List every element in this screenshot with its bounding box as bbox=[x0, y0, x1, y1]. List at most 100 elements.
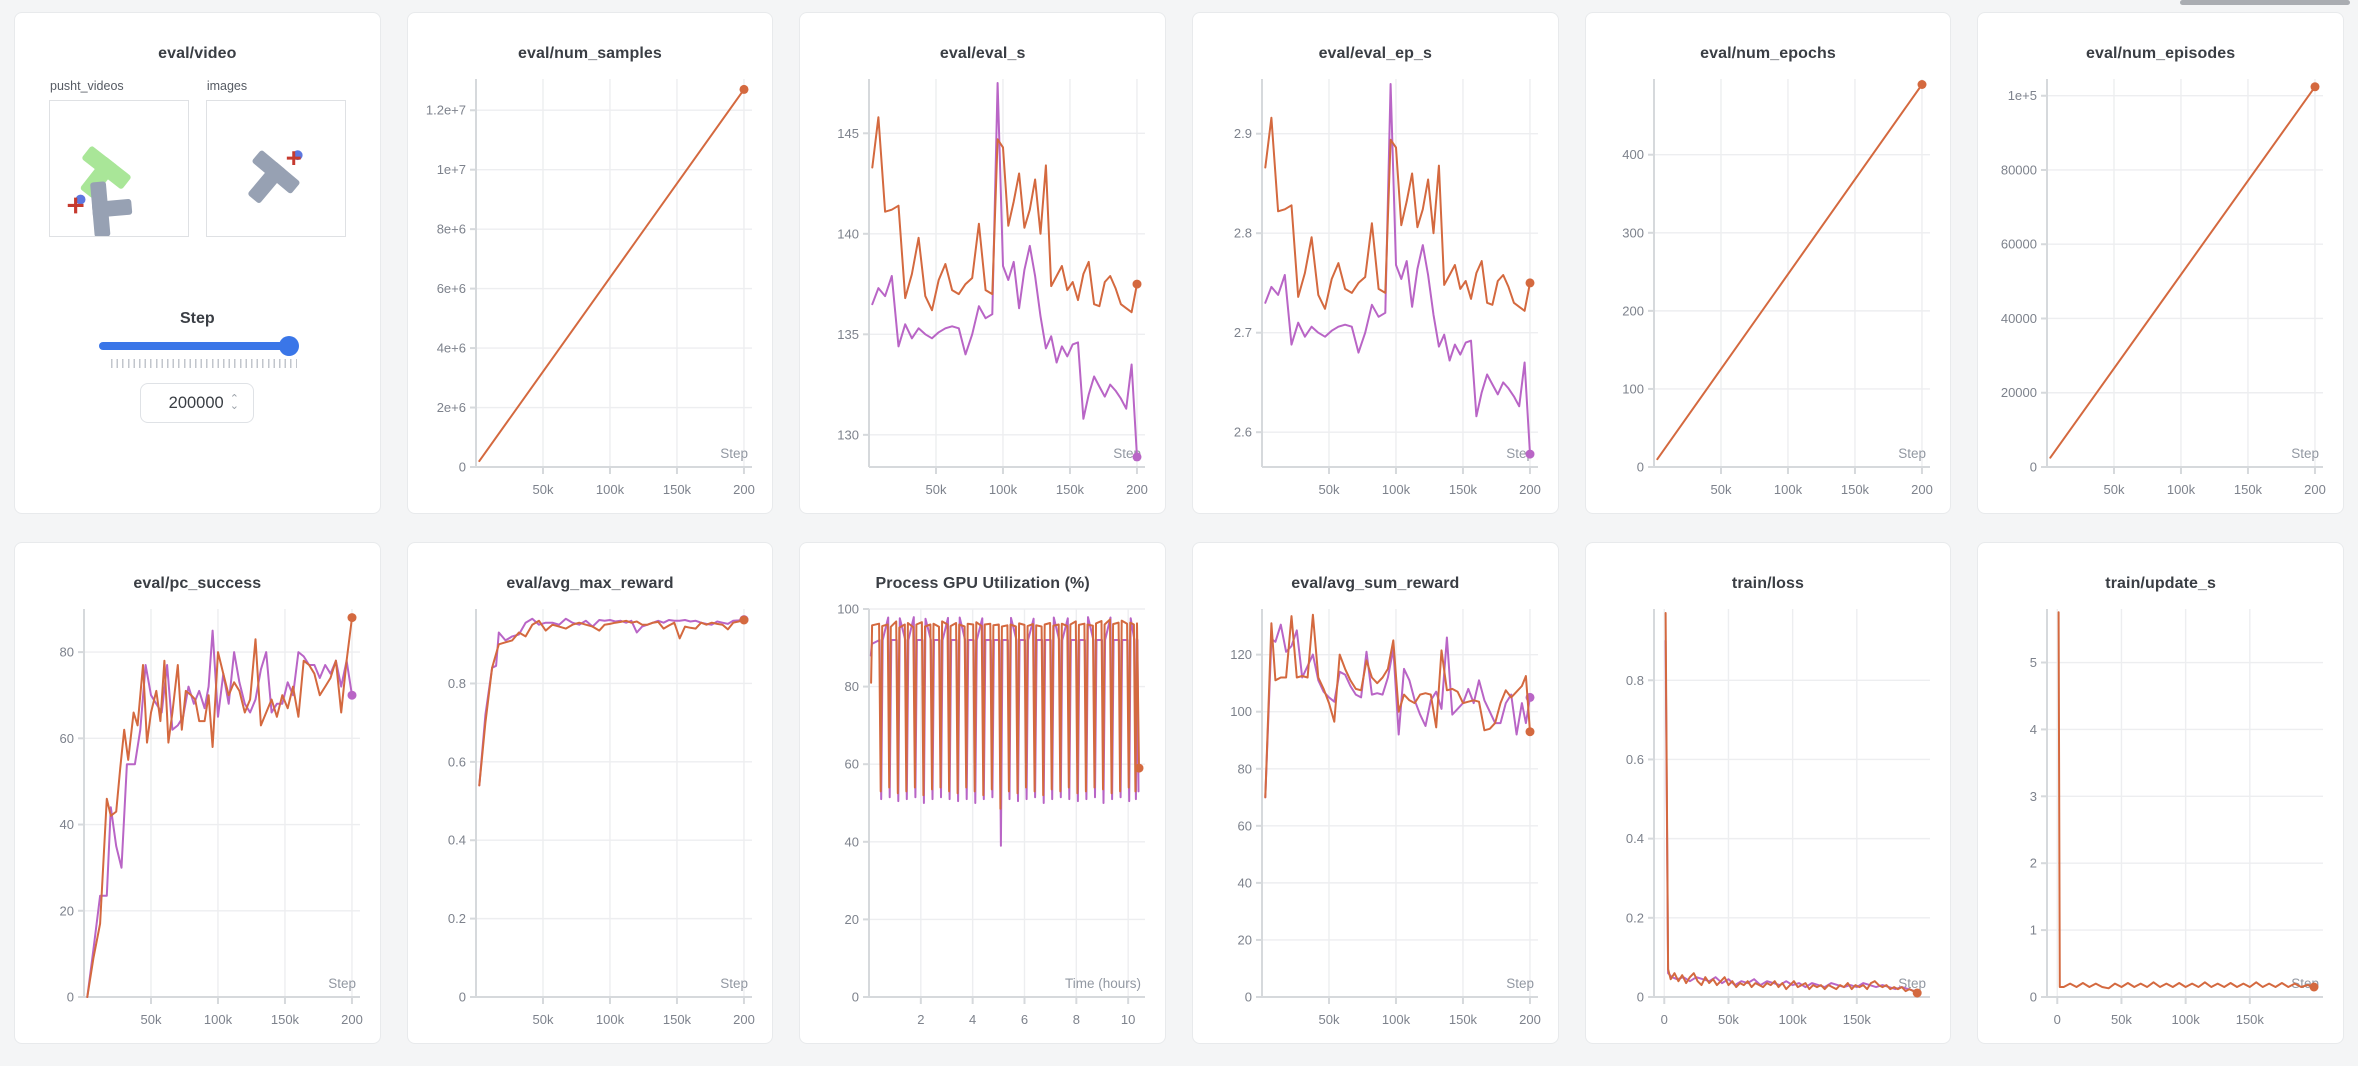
svg-text:140: 140 bbox=[837, 226, 859, 241]
step-input-box: ⌃ ⌄ bbox=[140, 383, 255, 423]
svg-text:120: 120 bbox=[1230, 647, 1252, 662]
svg-text:6: 6 bbox=[1021, 1012, 1028, 1027]
svg-text:Step: Step bbox=[2291, 446, 2319, 461]
svg-text:150k: 150k bbox=[1449, 482, 1478, 497]
step-stepper[interactable]: ⌃ ⌄ bbox=[229, 393, 239, 412]
svg-text:60: 60 bbox=[845, 757, 859, 772]
svg-text:20: 20 bbox=[59, 903, 73, 918]
goal-cross bbox=[286, 151, 301, 166]
step-slider[interactable] bbox=[99, 336, 300, 356]
svg-text:80: 80 bbox=[59, 645, 73, 660]
svg-text:20: 20 bbox=[845, 912, 859, 927]
images-thumbnail[interactable] bbox=[205, 100, 346, 237]
gray-block-t-shape bbox=[90, 181, 133, 238]
svg-text:4: 4 bbox=[969, 1012, 976, 1027]
svg-text:1: 1 bbox=[2030, 923, 2037, 938]
chart-title: eval/pc_success bbox=[133, 575, 262, 592]
svg-text:10: 10 bbox=[1121, 1012, 1135, 1027]
svg-text:2e+6: 2e+6 bbox=[437, 400, 466, 415]
svg-text:200: 200 bbox=[734, 482, 756, 497]
svg-text:0.4: 0.4 bbox=[1626, 831, 1644, 846]
svg-text:60000: 60000 bbox=[2001, 237, 2037, 252]
svg-text:400: 400 bbox=[1623, 147, 1645, 162]
svg-text:200: 200 bbox=[341, 1012, 363, 1027]
step-slider-ruler-ticks bbox=[111, 359, 297, 368]
svg-text:100k: 100k bbox=[596, 482, 625, 497]
step-up-icon[interactable]: ⌃ bbox=[229, 393, 239, 405]
step-input[interactable] bbox=[155, 392, 226, 414]
svg-text:20: 20 bbox=[1237, 932, 1251, 947]
panel-title: eval/video bbox=[158, 45, 237, 62]
svg-text:200: 200 bbox=[1519, 482, 1541, 497]
svg-text:3: 3 bbox=[2030, 789, 2037, 804]
panel-eval-video: eval/video pusht_videos bbox=[14, 12, 381, 514]
panel-process-gpu-utilization: Process GPU Utilization (%) 0 20 40 60 80 100… bbox=[799, 542, 1166, 1044]
video-key-label: pusht_videos bbox=[50, 79, 124, 93]
svg-text:100k: 100k bbox=[1779, 1012, 1808, 1027]
svg-text:50k: 50k bbox=[533, 1012, 554, 1027]
svg-text:0: 0 bbox=[459, 990, 466, 1005]
svg-text:100k: 100k bbox=[989, 482, 1018, 497]
agent-dot bbox=[75, 194, 86, 205]
svg-text:100k: 100k bbox=[1774, 482, 1803, 497]
chart-eval-avg-sum-reward[interactable]: 0 20 40 60 80 100 120 50k 100k 150k 200 Step bbox=[1206, 601, 1545, 1044]
svg-text:200: 200 bbox=[1623, 303, 1645, 318]
svg-text:2: 2 bbox=[2030, 856, 2037, 871]
svg-text:130: 130 bbox=[837, 427, 859, 442]
panel-eval-num-episodes: eval/num_episodes 0 20000 40000 60000 80000 1… bbox=[1977, 12, 2344, 514]
chart-eval-pc-success[interactable]: 0 20 40 60 80 50k 100k 150k 200 Step bbox=[28, 601, 367, 1044]
svg-text:50k: 50k bbox=[1318, 482, 1339, 497]
svg-text:150k: 150k bbox=[271, 1012, 300, 1027]
chart-process-gpu-utilization[interactable]: 0 20 40 60 80 100 2 4 6 8 10 Time (hours) bbox=[813, 601, 1152, 1044]
svg-text:100: 100 bbox=[1230, 704, 1252, 719]
svg-text:150k: 150k bbox=[663, 482, 692, 497]
step-slider-track[interactable] bbox=[99, 342, 296, 350]
chart-eval-num-samples[interactable]: 0 2e+6 4e+6 6e+6 8e+6 1e+7 1.2e+7 50k 100k 150k 20… bbox=[420, 71, 759, 514]
svg-text:0: 0 bbox=[1245, 990, 1252, 1005]
svg-text:80000: 80000 bbox=[2001, 162, 2037, 177]
chart-title: eval/num_episodes bbox=[2085, 45, 2236, 62]
svg-text:8e+6: 8e+6 bbox=[437, 222, 466, 237]
chart-title: eval/eval_ep_s bbox=[1318, 45, 1433, 62]
scrollbar-thumb[interactable] bbox=[2180, 0, 2350, 5]
svg-text:0: 0 bbox=[1661, 1012, 1668, 1027]
svg-text:200: 200 bbox=[1519, 1012, 1541, 1027]
svg-text:2.8: 2.8 bbox=[1234, 226, 1252, 241]
panel-eval-pc-success: eval/pc_success 0 20 40 60 80 50k 100k 150k 200 S… bbox=[14, 542, 381, 1044]
svg-text:0: 0 bbox=[1637, 990, 1644, 1005]
svg-text:0.4: 0.4 bbox=[448, 833, 466, 848]
svg-text:0: 0 bbox=[2030, 460, 2037, 475]
pusht-video-thumbnail[interactable] bbox=[49, 100, 189, 238]
goal-cross bbox=[67, 197, 84, 214]
chart-title: eval/eval_s bbox=[939, 45, 1026, 62]
svg-text:50k: 50k bbox=[1711, 482, 1732, 497]
svg-text:150k: 150k bbox=[663, 1012, 692, 1027]
panel-grid: eval/video pusht_videos bbox=[14, 12, 2344, 1044]
svg-text:150k: 150k bbox=[1449, 1012, 1478, 1027]
chart-title: eval/avg_max_reward bbox=[506, 575, 674, 592]
svg-text:0: 0 bbox=[1637, 460, 1644, 475]
svg-text:150k: 150k bbox=[2234, 482, 2263, 497]
step-down-icon[interactable]: ⌄ bbox=[229, 400, 239, 412]
panel-train-update-s: train/update_s 0 1 2 3 4 5 0 50k 100k 150k Step bbox=[1977, 542, 2344, 1044]
chart-eval-avg-max-reward[interactable]: 0 0.2 0.4 0.6 0.8 50k 100k 150k 200 Step bbox=[420, 601, 759, 1044]
svg-text:0.6: 0.6 bbox=[448, 754, 466, 769]
svg-text:200: 200 bbox=[2304, 482, 2326, 497]
svg-text:Step: Step bbox=[721, 446, 749, 461]
step-slider-thumb[interactable] bbox=[279, 336, 300, 356]
image-key-label: images bbox=[206, 79, 248, 93]
chart-eval-num-episodes[interactable]: 0 20000 40000 60000 80000 1e+5 50k 100k 150k 200 S… bbox=[1991, 71, 2330, 514]
svg-text:200: 200 bbox=[1126, 482, 1148, 497]
svg-text:100k: 100k bbox=[2167, 482, 2196, 497]
svg-text:0: 0 bbox=[67, 990, 74, 1005]
svg-text:2: 2 bbox=[917, 1012, 924, 1027]
chart-title: eval/num_epochs bbox=[1700, 45, 1836, 62]
svg-text:300: 300 bbox=[1623, 225, 1645, 240]
chart-title: eval/num_samples bbox=[518, 45, 662, 62]
chart-eval-num-epochs[interactable]: 0 100 200 300 400 50k 100k 150k 200 Step bbox=[1598, 71, 1937, 514]
svg-text:50k: 50k bbox=[2104, 482, 2125, 497]
